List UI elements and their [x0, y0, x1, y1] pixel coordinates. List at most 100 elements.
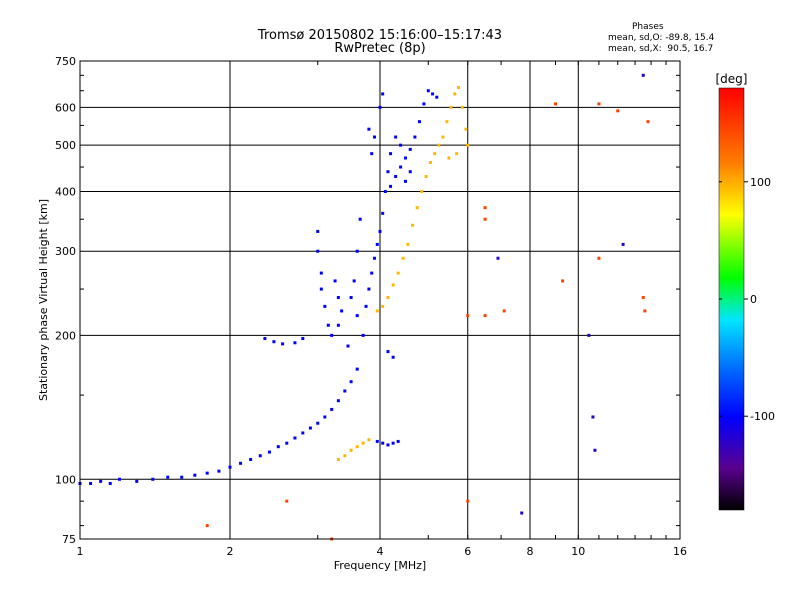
data-point: [336, 323, 340, 327]
data-point: [205, 524, 209, 528]
data-point: [593, 448, 597, 452]
data-point: [340, 309, 344, 313]
x-tick-label: 2: [227, 545, 234, 558]
data-point: [502, 309, 506, 313]
data-point: [193, 473, 197, 477]
data-point: [399, 143, 403, 147]
data-point: [330, 407, 334, 411]
data-point: [336, 296, 340, 300]
data-point: [323, 304, 327, 308]
data-point: [646, 120, 650, 124]
data-point: [396, 271, 400, 275]
data-point: [587, 333, 591, 337]
data-point: [417, 120, 421, 124]
colorbar-tick-label: -100: [750, 410, 775, 423]
y-tick-label: 200: [55, 329, 76, 342]
data-point: [386, 296, 390, 300]
y-tick-label: 100: [55, 473, 76, 486]
data-point: [466, 499, 470, 503]
data-point: [370, 271, 374, 275]
data-point: [453, 92, 457, 96]
data-point: [316, 421, 320, 425]
data-point: [272, 340, 276, 344]
data-point: [437, 143, 441, 147]
data-point: [391, 441, 395, 445]
data-point: [641, 73, 645, 77]
data-points: [78, 73, 650, 541]
data-point: [355, 249, 359, 253]
data-point: [383, 189, 387, 193]
axis-ticks: 1 2 4 6 8 10 16 75 100 200 300 400 500 600 750: [55, 55, 687, 558]
data-point: [355, 367, 359, 371]
phases-o-mode-stats: mean, sd,O: -89.8, 15.4: [608, 33, 715, 43]
phases-title: Phases: [632, 22, 664, 32]
data-point: [180, 475, 184, 479]
data-point: [364, 304, 368, 308]
data-point: [445, 120, 449, 124]
data-point: [433, 152, 437, 156]
data-point: [373, 135, 377, 139]
data-point: [483, 314, 487, 318]
data-point: [217, 469, 221, 473]
data-point: [431, 92, 435, 96]
data-point: [346, 344, 350, 348]
data-point: [391, 283, 395, 287]
data-point: [205, 471, 209, 475]
data-point: [349, 448, 353, 452]
data-point: [352, 279, 356, 283]
data-point: [276, 445, 280, 449]
data-point: [361, 333, 365, 337]
data-point: [323, 415, 327, 419]
data-point: [435, 95, 439, 99]
colorbar-tick-label: 0: [750, 293, 757, 306]
data-point: [413, 135, 417, 139]
data-point: [378, 105, 382, 109]
data-point: [349, 296, 353, 300]
data-point: [449, 105, 453, 109]
y-tick-label: 75: [62, 533, 76, 546]
x-tick-label: 8: [527, 545, 534, 558]
data-point: [367, 127, 371, 131]
data-point: [415, 206, 419, 210]
colorbar-tick-label: 100: [750, 176, 771, 189]
data-point: [483, 206, 487, 210]
x-tick-label: 16: [673, 545, 687, 558]
data-point: [99, 479, 103, 483]
phases-x-mode-stats: mean, sd,X: 90.5, 16.7: [608, 44, 714, 54]
data-point: [373, 256, 377, 260]
data-point: [447, 156, 451, 160]
data-point: [616, 109, 620, 113]
data-point: [330, 333, 334, 337]
chart-title-line1: Tromsø 20150802 15:16:00–15:17:43: [257, 28, 503, 43]
data-point: [381, 211, 385, 215]
data-point: [464, 127, 468, 131]
data-point: [336, 399, 340, 403]
data-point: [285, 499, 289, 503]
data-point: [285, 441, 289, 445]
data-point: [358, 217, 362, 221]
y-tick-label: 400: [55, 185, 76, 198]
x-tick-label: 1: [77, 545, 84, 558]
data-point: [389, 152, 393, 156]
data-point: [301, 431, 305, 435]
data-point: [375, 242, 379, 246]
data-point: [281, 342, 285, 346]
data-point: [406, 242, 410, 246]
data-point: [520, 511, 524, 515]
data-point: [151, 477, 155, 481]
data-point: [117, 477, 121, 481]
data-point: [326, 323, 330, 327]
data-point: [258, 454, 262, 458]
data-point: [381, 441, 385, 445]
chart-title-line2: RwPretec (8p): [334, 41, 426, 56]
data-point: [422, 102, 426, 106]
data-point: [396, 439, 400, 443]
data-point: [553, 102, 557, 106]
data-point: [381, 92, 385, 96]
data-point: [263, 337, 267, 341]
data-point: [367, 438, 371, 442]
data-point: [399, 165, 403, 169]
data-point: [460, 105, 464, 109]
data-point: [561, 279, 565, 283]
y-tick-label: 750: [55, 55, 76, 68]
